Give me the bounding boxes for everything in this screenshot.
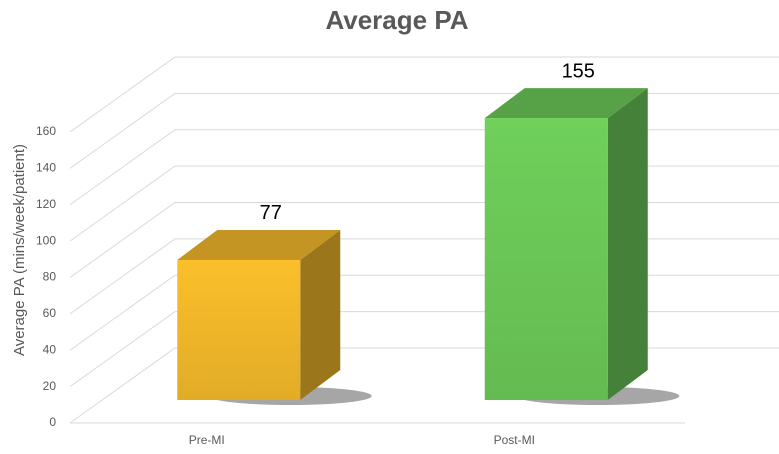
y-tick-label: 20: [43, 379, 57, 393]
grid-line: [69, 347, 779, 424]
bar-side: [300, 229, 341, 400]
bar-top: [484, 88, 648, 119]
y-tick-label: 60: [43, 306, 57, 320]
bar-side: [607, 88, 648, 400]
grid-line: [69, 311, 779, 388]
grid-line: [69, 274, 779, 351]
y-axis-label: Average PA (mins/week/patient): [11, 144, 28, 356]
bar-front: [177, 259, 301, 400]
x-tick-label: Pre-MI: [189, 433, 225, 447]
y-tick-label: 160: [36, 124, 56, 138]
grid-line: [69, 238, 779, 315]
grid-line: [69, 202, 779, 278]
y-tick-label: 80: [43, 270, 57, 284]
bar-top: [177, 229, 341, 260]
chart-title: Average PA: [325, 5, 468, 35]
bar: [177, 229, 372, 405]
bar: [484, 88, 680, 405]
y-tick-label: 140: [36, 161, 56, 175]
y-tick-label: 100: [36, 233, 56, 247]
y-tick-label: 0: [49, 415, 56, 429]
bar-front: [484, 118, 608, 400]
value-label: 77: [260, 202, 282, 224]
y-tick-label: 120: [36, 197, 56, 211]
grid-line: [69, 165, 779, 242]
value-label: 155: [562, 60, 595, 82]
x-tick-label: Post-MI: [494, 433, 535, 447]
grid-line: [69, 56, 779, 133]
grid-line: [69, 92, 779, 169]
y-tick-label: 40: [43, 342, 57, 356]
grid-line: [69, 129, 779, 206]
